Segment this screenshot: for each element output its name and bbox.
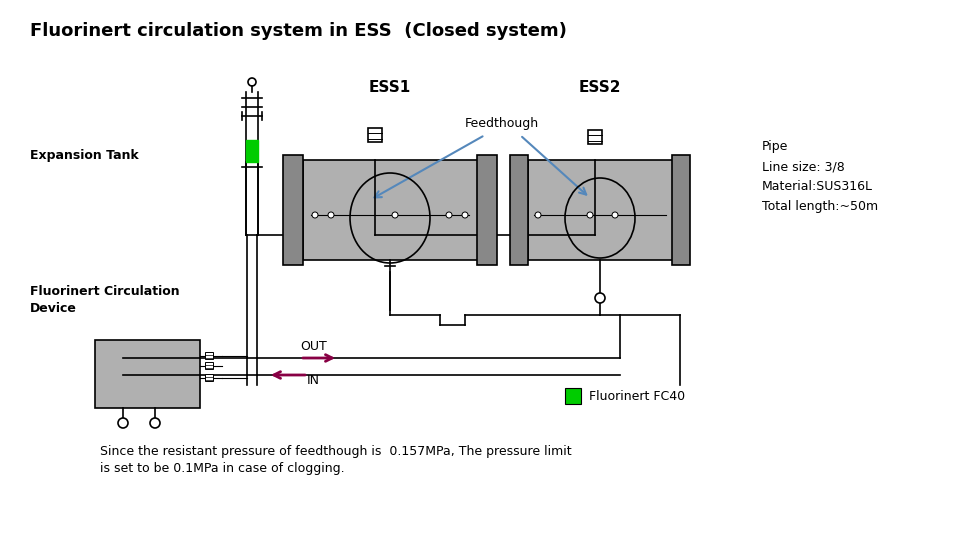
Bar (368, 128, 382, 142)
Circle shape (118, 418, 128, 428)
Text: is set to be 0.1MPa in case of clogging.: is set to be 0.1MPa in case of clogging. (100, 462, 345, 475)
Bar (205, 374, 213, 381)
Circle shape (150, 418, 160, 428)
Text: Expansion Tank: Expansion Tank (30, 148, 139, 161)
Text: Total length:~50m: Total length:~50m (762, 200, 878, 213)
Bar (528, 160, 673, 260)
Circle shape (535, 212, 541, 218)
Text: Feedthough: Feedthough (465, 117, 540, 130)
Text: Device: Device (30, 302, 77, 315)
Text: Fluorinert FC40: Fluorinert FC40 (589, 389, 685, 402)
Bar (246, 140, 258, 162)
Text: OUT: OUT (300, 341, 326, 354)
Text: Material:SUS316L: Material:SUS316L (762, 180, 873, 193)
Bar (565, 388, 581, 404)
Text: Line size: 3/8: Line size: 3/8 (762, 160, 845, 173)
Circle shape (248, 78, 256, 86)
Bar (477, 155, 497, 265)
Circle shape (595, 293, 605, 303)
Circle shape (328, 212, 334, 218)
Circle shape (612, 212, 618, 218)
Bar (588, 130, 602, 144)
Bar (510, 155, 528, 265)
Text: IN: IN (307, 374, 320, 387)
Circle shape (587, 212, 593, 218)
Text: Pipe: Pipe (762, 140, 788, 153)
Bar (672, 155, 690, 265)
Text: ESS2: ESS2 (579, 80, 621, 96)
Bar (303, 160, 478, 260)
Text: ESS1: ESS1 (369, 80, 411, 96)
Circle shape (446, 212, 452, 218)
Text: Fluorinert circulation system in ESS  (Closed system): Fluorinert circulation system in ESS (Cl… (30, 22, 566, 40)
Circle shape (392, 212, 398, 218)
Bar (205, 362, 213, 369)
Bar (283, 155, 303, 265)
Text: Fluorinert Circulation: Fluorinert Circulation (30, 285, 180, 298)
Bar (95, 340, 200, 408)
Text: Since the resistant pressure of feedthough is  0.157MPa, The pressure limit: Since the resistant pressure of feedthou… (100, 445, 571, 458)
Circle shape (462, 212, 468, 218)
Circle shape (312, 212, 318, 218)
Bar (205, 352, 213, 359)
